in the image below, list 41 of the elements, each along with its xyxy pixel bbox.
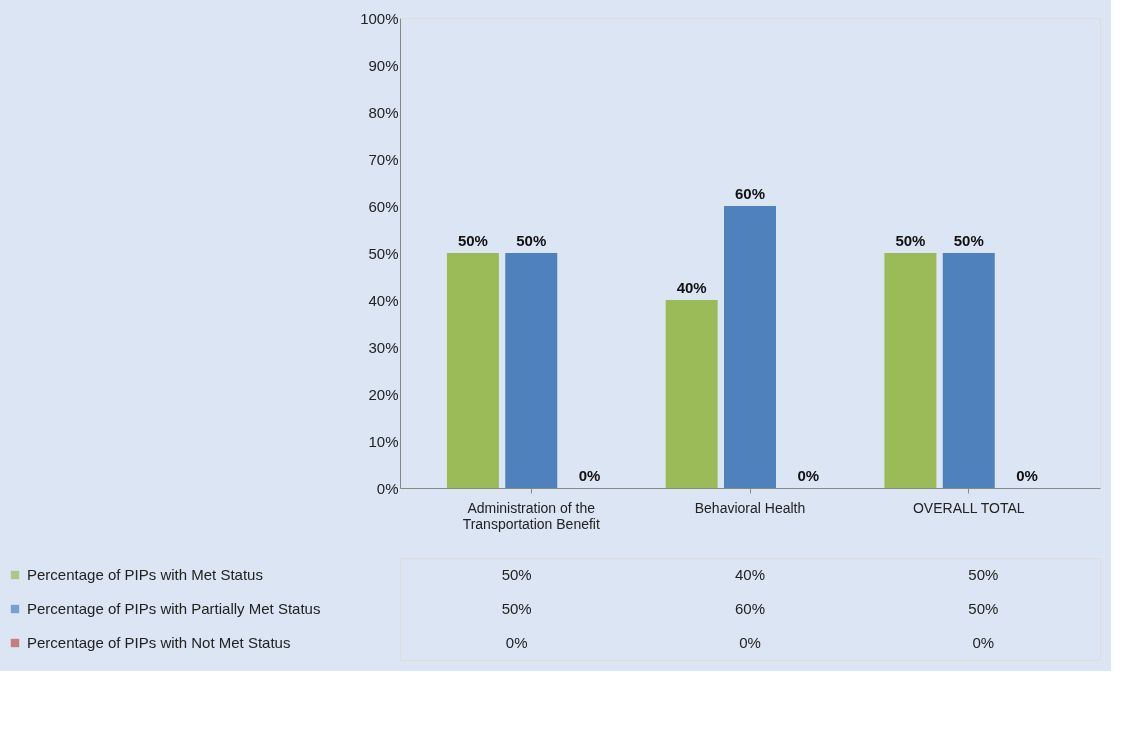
y-tick-label: 40%: [368, 291, 399, 309]
y-tick-label: 100%: [360, 9, 399, 27]
bar: [884, 253, 937, 488]
text: 50%: [953, 232, 984, 249]
bar: [724, 206, 776, 488]
text: 0%: [797, 467, 820, 484]
data-label: 50%: [501, 566, 532, 583]
bar: [665, 300, 718, 488]
text: 50%: [457, 232, 488, 249]
data-label: 50%: [501, 600, 532, 617]
data-label: 60%: [734, 600, 766, 617]
y-tick-label: 30%: [368, 338, 399, 356]
text: 50%: [895, 232, 926, 249]
y-tick-label: 10%: [368, 432, 399, 450]
y-tick-label: 0%: [376, 479, 399, 497]
y-tick-label: 20%: [368, 385, 399, 403]
x-tick-label: Administration of the Transportation Benefit: [462, 499, 600, 532]
text: 0%: [578, 467, 601, 484]
bar: [446, 253, 499, 488]
text: 60%: [734, 185, 766, 202]
x-tick-label: Behavioral Health: [694, 499, 806, 516]
data-label: 0%: [505, 634, 528, 651]
legend-label: Percentage of PIPs with Met Status: [27, 566, 263, 583]
data-label: 0%: [739, 634, 761, 651]
data-label: 40%: [734, 566, 766, 583]
data-label: 50%: [968, 566, 999, 583]
y-tick-label: 80%: [368, 103, 399, 121]
x-tick-label: OVERALL TOTAL: [912, 499, 1025, 516]
y-tick-label: 50%: [368, 244, 399, 262]
y-tick-label: 90%: [368, 56, 399, 74]
text: 0%: [1016, 467, 1038, 484]
text: 40%: [676, 279, 707, 296]
legend-label: Percentage of PIPs with Partially Met Status: [27, 600, 321, 617]
data-label: 0%: [972, 634, 995, 651]
data-label: 50%: [968, 600, 999, 617]
y-tick-label: 70%: [368, 150, 399, 168]
bar: [942, 253, 995, 488]
legend-label: Percentage of PIPs with Not Met Status: [27, 634, 291, 651]
text: 50%: [516, 232, 547, 249]
bar: [505, 253, 558, 488]
y-tick-label: 60%: [368, 197, 399, 215]
